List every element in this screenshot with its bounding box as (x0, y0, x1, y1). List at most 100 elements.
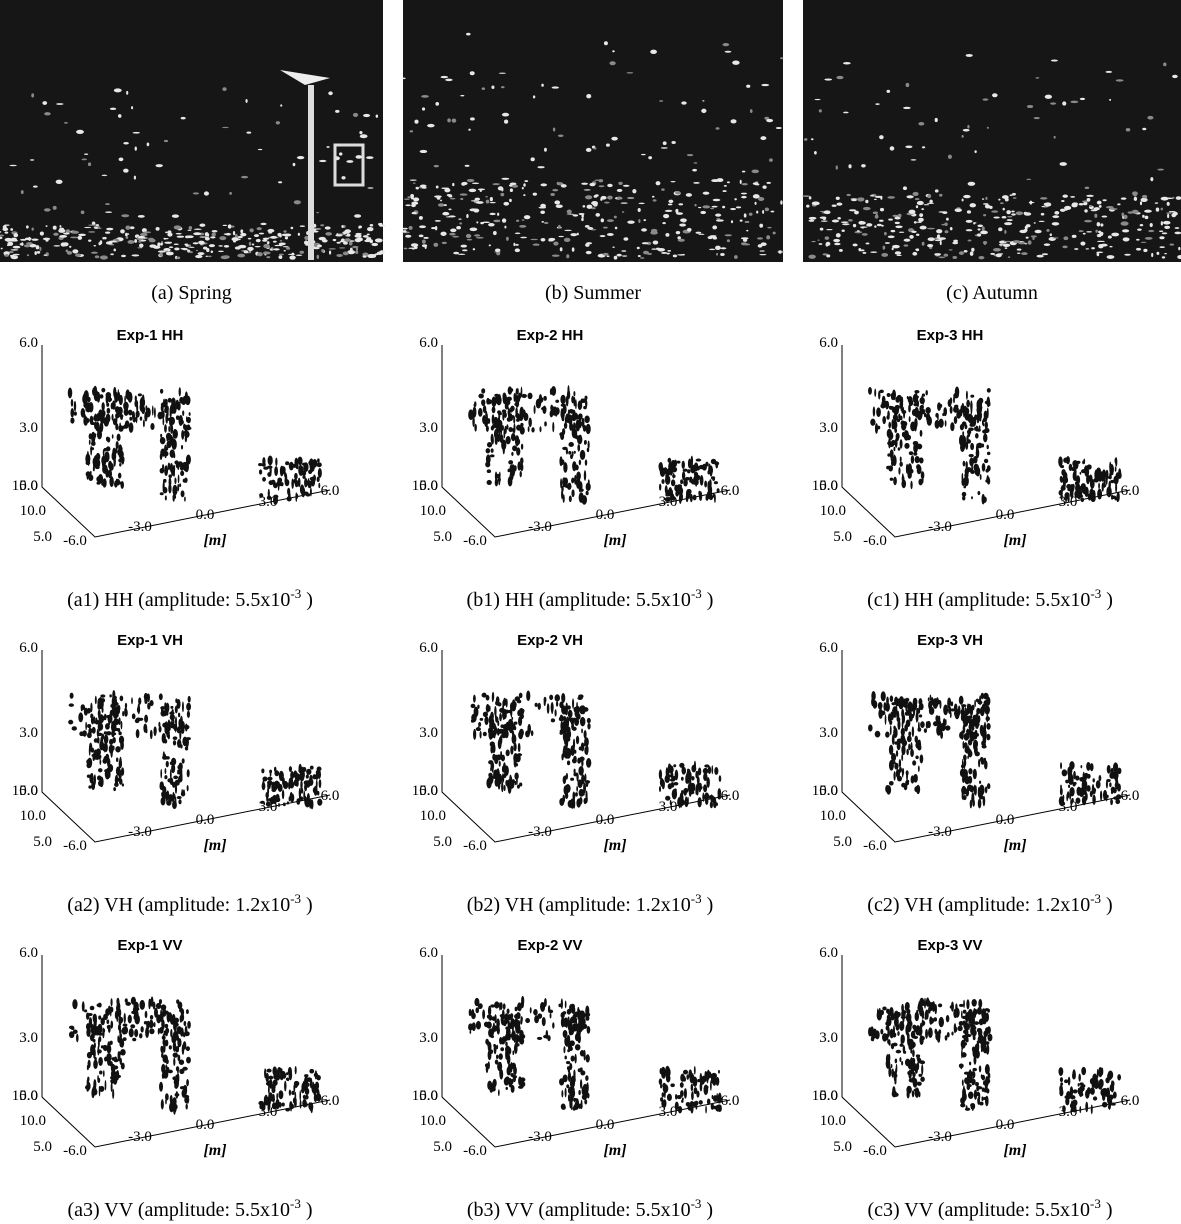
scatter-blob (889, 745, 893, 755)
scatter-blob (1095, 470, 1099, 479)
scatter-blob (962, 759, 964, 770)
photo-speckle (1044, 243, 1050, 246)
photo-speckle (861, 164, 866, 167)
scatter-blob (1117, 1074, 1121, 1080)
scatter-blob (497, 721, 499, 726)
photo-speckle (727, 181, 730, 183)
photo-speckle (199, 241, 205, 245)
photo-speckle (134, 176, 136, 180)
scatter-blob (883, 702, 886, 711)
scatter-blob (185, 724, 188, 732)
scatter-blob (979, 1065, 982, 1072)
photo-speckle (321, 249, 324, 252)
photo-speckle (687, 228, 692, 232)
scatter-blob (891, 440, 896, 446)
photo-speckle (501, 187, 503, 191)
photo-speckle (862, 252, 866, 254)
scatter-blob (500, 1062, 502, 1071)
photo-speckle (509, 199, 512, 202)
photo-speckle (349, 242, 353, 246)
scatter-blob (172, 709, 174, 715)
scatter-blob (1063, 458, 1068, 463)
scatter-blob (98, 474, 103, 484)
scatter-blob (1069, 464, 1073, 471)
scatter-blob (571, 1056, 575, 1062)
scatter-blob (904, 430, 909, 441)
photo-speckle (410, 179, 417, 180)
scatter-blob (982, 1088, 985, 1092)
scatter-blob (913, 1036, 918, 1039)
scatter-blob (936, 697, 939, 706)
scatter-blob (111, 476, 113, 484)
scatter-blob (580, 1079, 582, 1089)
photo-speckle (903, 186, 907, 190)
photo-speckle (623, 185, 630, 187)
photo-speckle (819, 243, 823, 245)
scatter-blob (563, 462, 567, 473)
scatter-blob (1061, 486, 1066, 491)
photo-speckle (495, 248, 500, 251)
photo-speckle (95, 224, 99, 226)
scatter-blob (714, 481, 718, 484)
photo-speckle (283, 230, 286, 232)
photo-speckle (922, 242, 925, 246)
depth-tick-label: 15.0 (12, 1088, 38, 1104)
photo-speckle (139, 244, 143, 248)
scatter-blob (304, 492, 309, 495)
photo-speckle (1100, 223, 1103, 226)
photo-speckle (758, 244, 763, 248)
scatter-blob (302, 470, 306, 476)
scatter-blob (1082, 780, 1085, 791)
scatter-blob (512, 717, 514, 720)
scatter-blob (87, 1077, 89, 1082)
scatter-blob (572, 758, 577, 763)
scatter-blob (552, 1022, 554, 1028)
scatter-blob (1079, 1106, 1081, 1113)
scatter-blob (974, 1049, 976, 1053)
scatter-blob (182, 462, 187, 469)
scatter-blob (965, 468, 969, 476)
photo-speckle (1167, 214, 1169, 218)
scatter-blob (278, 803, 280, 807)
photo-speckle (627, 197, 634, 198)
photo-speckle (320, 224, 324, 226)
scatter-blob (985, 1008, 990, 1011)
scatter-blob (163, 1057, 166, 1060)
scatter-blob (562, 726, 565, 731)
scatter-blob (493, 1044, 495, 1047)
scatter-blob (678, 1106, 682, 1113)
scatter-blob (1093, 778, 1095, 782)
photo-speckle (174, 243, 179, 245)
photo-speckle (490, 202, 496, 203)
scatter-blob (940, 731, 943, 739)
scatter-blob (580, 450, 585, 460)
photo-speckle (1050, 102, 1056, 104)
photo-speckle (294, 200, 301, 204)
photo-speckle (853, 224, 856, 227)
scatter-blob (985, 786, 987, 793)
photo-speckle (567, 210, 572, 214)
photo-speckle (328, 91, 333, 95)
z-tick-label: 3.0 (819, 420, 838, 436)
photo-speckle (114, 88, 122, 92)
scatter-blob (967, 430, 971, 435)
photo-speckle (682, 254, 685, 256)
photo-speckle (2, 227, 8, 231)
scatter-blob (170, 714, 175, 720)
scatter-blob (107, 758, 110, 768)
photo-speckle (617, 189, 623, 192)
scatter-blob (84, 414, 86, 422)
x-tick-label: 6.0 (721, 483, 740, 499)
photo-speckle (887, 196, 895, 199)
photo-speckle (344, 232, 346, 234)
photo-speckle (289, 256, 295, 260)
scatter-blob (275, 458, 277, 467)
photo-speckle (820, 228, 824, 231)
photo-speckle (402, 78, 406, 80)
photo-speckle (300, 225, 305, 227)
scatter-blob (139, 1000, 145, 1010)
scatter-blob (1065, 1096, 1069, 1099)
scatter-blob (1113, 787, 1117, 793)
photo-speckle (924, 204, 929, 205)
scatter-blob (951, 708, 955, 711)
